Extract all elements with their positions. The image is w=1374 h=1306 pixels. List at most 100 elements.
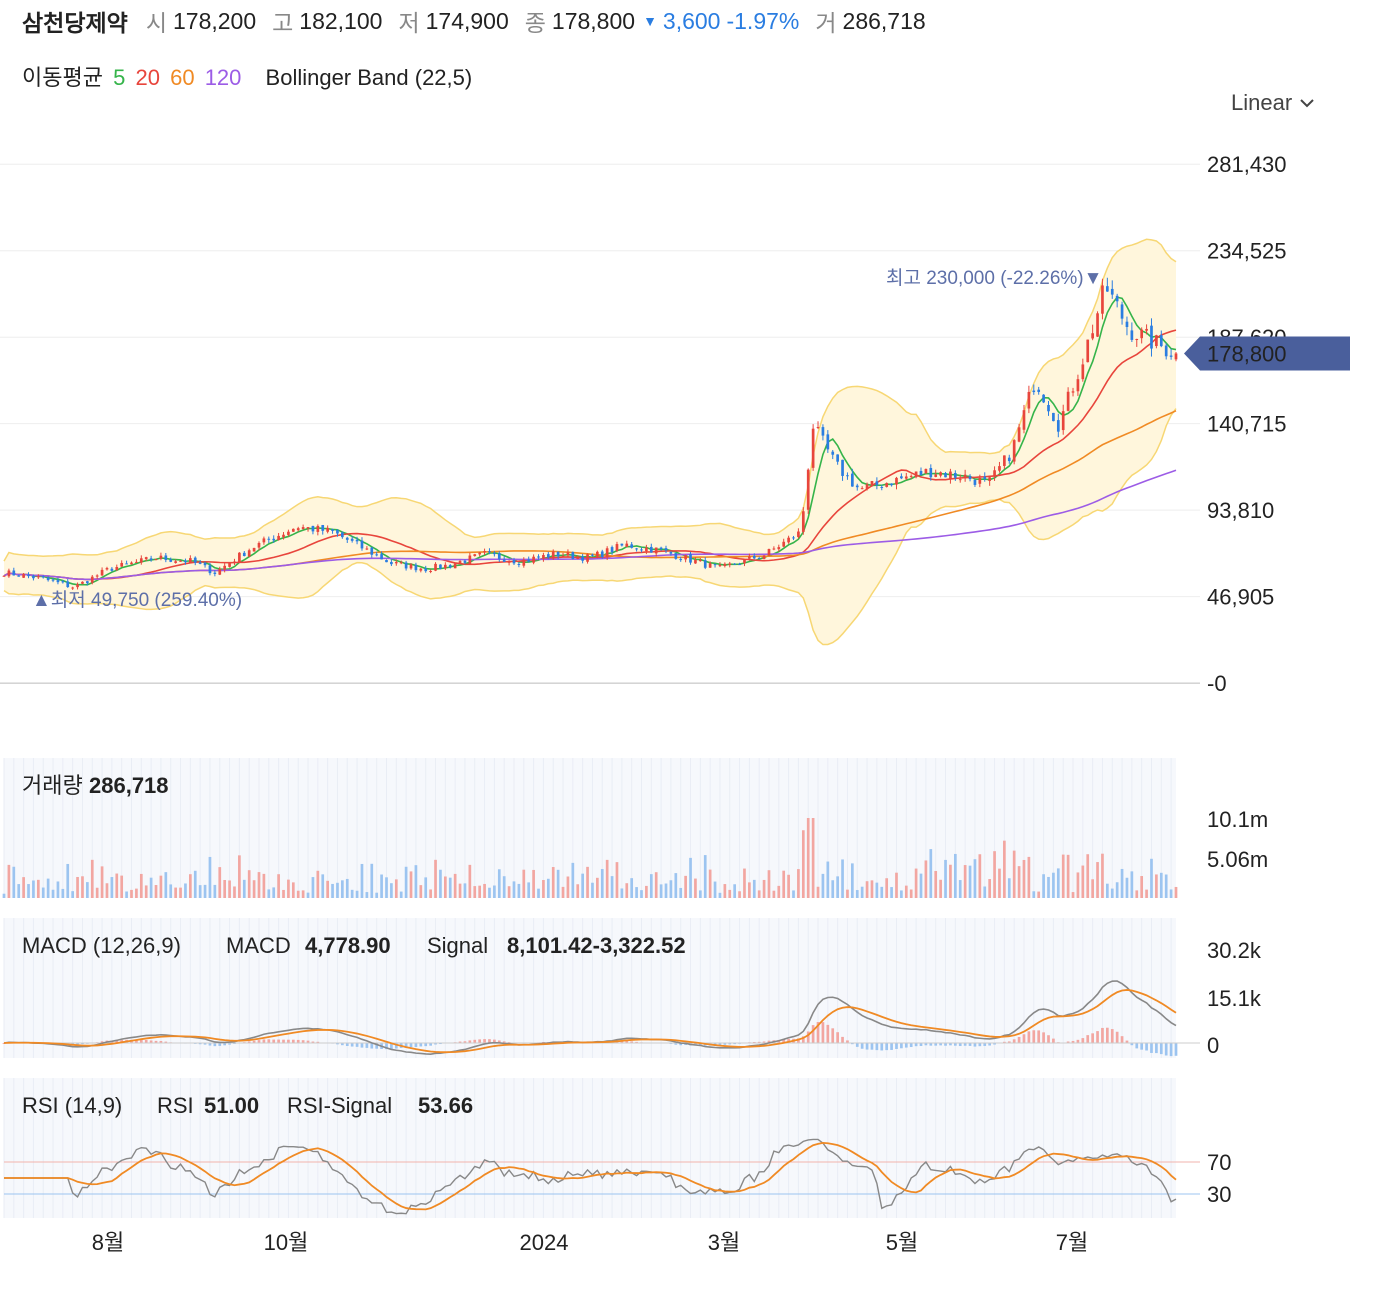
volume-bar: [115, 873, 119, 898]
volume-bar: [625, 883, 629, 898]
candle-body: [409, 564, 413, 569]
open-label: 시: [145, 10, 167, 36]
volume-bar: [537, 888, 540, 898]
volume-bar: [596, 877, 599, 898]
volume-bar: [924, 860, 928, 898]
candle-body: [375, 554, 379, 556]
macd-histogram-bar: [900, 1043, 903, 1049]
candle-body: [1115, 295, 1119, 302]
volume-bar: [493, 885, 496, 898]
macd-histogram-bar: [350, 1043, 354, 1047]
candle-body: [228, 563, 231, 567]
scale-selector[interactable]: Linear: [1231, 90, 1316, 116]
volume-bar: [453, 873, 457, 898]
candle-body: [816, 427, 820, 429]
bollinger-label: Bollinger Band (22,5): [265, 65, 473, 90]
candle-body: [978, 477, 982, 484]
candle-body: [282, 534, 285, 538]
macd-histogram-bar: [301, 1040, 305, 1043]
candle-body: [51, 579, 55, 581]
candle-body: [1047, 404, 1050, 412]
candle-body: [1037, 389, 1041, 392]
candle-body: [527, 559, 531, 562]
macd-histogram-bar: [1125, 1040, 1129, 1043]
candle-body: [473, 554, 477, 557]
volume-bar: [1174, 886, 1178, 898]
volume-bar: [728, 889, 732, 898]
volume-bar: [811, 818, 815, 898]
macd-histogram-bar: [934, 1043, 938, 1046]
rsi-value: 51.00: [204, 1093, 259, 1118]
volume-bar: [684, 875, 687, 898]
candle-body: [341, 532, 344, 538]
candle-body: [478, 552, 482, 555]
volume-bar: [556, 869, 560, 898]
candle-body: [885, 483, 889, 487]
stock-name[interactable]: 삼천당제약: [22, 10, 128, 36]
volume-bar: [846, 889, 849, 898]
candle-body: [233, 561, 236, 563]
x-axis-tick: 10월: [264, 1230, 309, 1255]
macd-histogram-bar: [1042, 1032, 1045, 1043]
volume-bar: [1052, 872, 1055, 898]
candle-body: [296, 528, 300, 531]
volume-bar: [600, 869, 604, 898]
close-value: 178,800: [551, 7, 636, 34]
volume-bar: [448, 877, 452, 898]
candle-body: [453, 563, 457, 569]
volume-bar: [90, 859, 94, 898]
candle-body: [419, 568, 423, 571]
candle-body: [1174, 353, 1178, 360]
macd-histogram-bar: [841, 1036, 844, 1043]
candle-body: [831, 451, 835, 455]
macd-histogram-bar: [468, 1040, 472, 1043]
candle-body: [689, 553, 692, 563]
volume-bar: [105, 883, 109, 898]
volume-tick: 5.06m: [1207, 847, 1268, 872]
macd-histogram-bar: [429, 1043, 432, 1046]
volume-bar: [988, 879, 991, 898]
volume-bar: [1012, 850, 1016, 898]
volume-bar: [527, 882, 531, 898]
volume-bar: [674, 873, 678, 898]
macd-histogram-bar: [1022, 1034, 1026, 1043]
volume-bar: [591, 882, 594, 898]
candle-body: [551, 551, 555, 559]
volume-bar: [757, 890, 761, 898]
macd-histogram-bar: [635, 1041, 638, 1043]
candle-body: [640, 549, 643, 551]
macd-histogram-bar: [851, 1043, 854, 1045]
macd-histogram-bar: [115, 1040, 119, 1043]
volume-bar: [419, 885, 423, 898]
candle-body: [703, 560, 707, 568]
volume-bar: [836, 876, 839, 898]
candle-body: [468, 555, 472, 564]
rsi-30-label: 30: [1207, 1182, 1231, 1207]
macd-histogram-bar: [341, 1043, 344, 1046]
volume-bar: [561, 886, 565, 898]
candle-body: [380, 554, 383, 560]
candle-body: [949, 471, 952, 479]
candle-body: [61, 581, 65, 583]
candle-body: [1125, 321, 1129, 328]
indicator-legend[interactable]: 이동평균 5 20 60 120 Bollinger Band (22,5): [22, 60, 476, 92]
macd-histogram-bar: [855, 1043, 859, 1047]
macd-histogram-bar: [698, 1043, 702, 1046]
candle-body: [904, 476, 908, 479]
rsi-label: RSI: [157, 1093, 194, 1118]
volume-bar: [316, 870, 320, 898]
volume-bar: [698, 890, 702, 898]
volume-bar: [483, 883, 486, 898]
macd-histogram-bar: [296, 1039, 300, 1043]
ma-20: 20: [135, 65, 160, 90]
volume-bar: [174, 887, 177, 898]
candle-body: [620, 543, 624, 546]
volume-bar: [1169, 889, 1173, 898]
volume-bar: [944, 859, 947, 898]
candle-body: [144, 557, 148, 560]
volume-bar: [424, 877, 428, 898]
candle-body: [801, 511, 805, 532]
candle-body: [664, 548, 668, 551]
volume-bar: [787, 874, 790, 898]
